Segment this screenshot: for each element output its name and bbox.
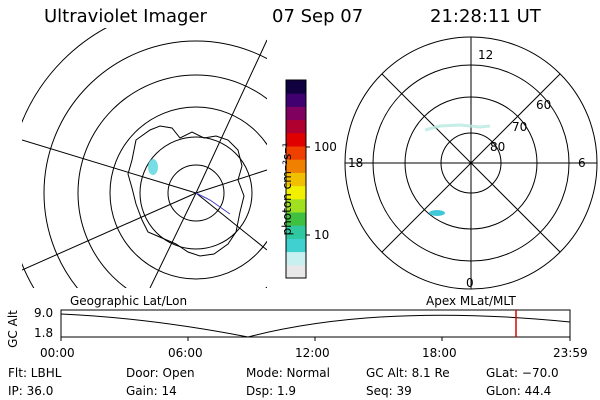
info-gain: Gain: 14 [126, 384, 177, 398]
info-ip: IP: 36.0 [8, 384, 54, 398]
info-flt: Flt: LBHL [8, 366, 62, 380]
colorbar-stop [286, 264, 306, 279]
info-mode: Mode: Normal [246, 366, 330, 380]
aurora-patch-geo [148, 159, 158, 175]
mlt-label-12: 12 [478, 48, 494, 62]
colorbar-stop [286, 80, 306, 94]
timeline-right-label: Apex MLat/MLT [426, 294, 516, 308]
time-label: 21:28:11 UT [430, 6, 541, 27]
altitude-curve [60, 313, 571, 338]
colorbar-stop [286, 93, 306, 107]
lat-circle-3 [109, 106, 267, 280]
antarctica-outline [127, 125, 245, 257]
colorbar-stop [286, 106, 306, 121]
colorbar-stop [286, 198, 306, 213]
colorbar-stop [286, 132, 306, 147]
meridian-line-2 [22, 192, 197, 271]
colorbar-stop [286, 159, 306, 173]
colorbar-stop [286, 238, 306, 253]
info-dsp: Dsp: 1.9 [246, 384, 297, 398]
aurora-patch-polar [429, 210, 445, 216]
colorbar-stop [286, 119, 306, 134]
timeline-y-bottom: 1.8 [34, 326, 54, 340]
timeline-y-top: 9.0 [34, 306, 54, 320]
instrument-title: Ultraviolet Imager [44, 6, 207, 27]
timeline-x-tick-2: 12:00 [295, 346, 330, 360]
mlt-label-0: 0 [466, 276, 474, 290]
colorbar-stop [286, 225, 306, 239]
info-gc-alt: GC Alt: 8.1 Re [366, 366, 450, 380]
mlt-label-18: 18 [348, 156, 364, 170]
colorbar-tick-label-10: 10 [314, 228, 330, 242]
lat-label-60: 60 [536, 98, 552, 112]
colorbar-stop [286, 172, 306, 187]
info-door: Door: Open [126, 366, 195, 380]
lat-circle-4 [77, 74, 267, 288]
mlt-label-6: 6 [578, 156, 586, 170]
colorbar-frame [285, 79, 307, 279]
timeline-x-tick-1: 06:00 [168, 346, 203, 360]
timeline-left-label: Geographic Lat/Lon [70, 294, 188, 308]
colorbar-stop [286, 212, 306, 226]
timeline-x-tick-3: 18:00 [422, 346, 457, 360]
colorbar-stop [286, 251, 306, 266]
timeline-x-tick-4: 23:59 [553, 346, 588, 360]
terminator-line [195, 192, 231, 215]
date-label: 07 Sep 07 [272, 6, 364, 27]
meridian-line-1 [22, 139, 197, 194]
lat-circle-1 [167, 164, 225, 222]
meridian-line-5 [149, 192, 197, 288]
lat-circle-5 [43, 40, 267, 288]
meridian-line-6 [195, 192, 267, 251]
meridian-line-3 [195, 39, 267, 194]
info-glat: GLat: −70.0 [486, 366, 559, 380]
info-seq: Seq: 39 [366, 384, 412, 398]
colorbar-stop [286, 185, 306, 200]
timeline-x-tick-0: 00:00 [40, 346, 75, 360]
lat-label-80: 80 [490, 140, 506, 154]
colorbar-stop [286, 146, 306, 160]
meridian-line-4 [195, 169, 267, 194]
polar-diagonal-2 [381, 73, 561, 253]
lat-circle-2 [139, 136, 253, 250]
aurora-oval-trace [424, 123, 491, 132]
colorbar-tick-label-100: 100 [314, 140, 337, 154]
info-glon: GLon: 44.4 [486, 384, 552, 398]
lat-label-70: 70 [512, 120, 528, 134]
